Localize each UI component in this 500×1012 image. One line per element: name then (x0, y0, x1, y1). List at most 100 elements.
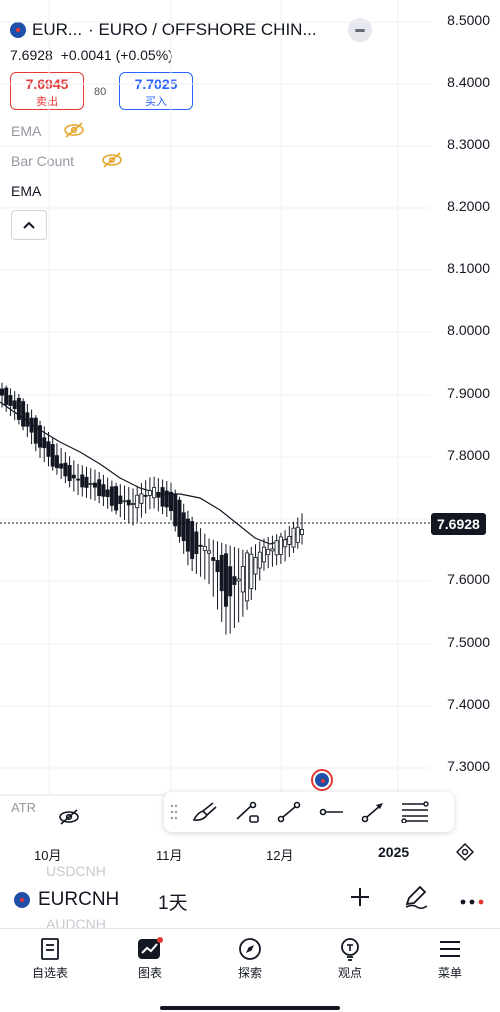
nav-label: 观点 (337, 966, 362, 980)
indicator-bar-count[interactable]: Bar Count (11, 153, 75, 169)
buy-button[interactable]: 7.7025 买入 (119, 72, 193, 110)
candle-body (97, 479, 102, 496)
candle-body (76, 478, 81, 481)
candle-body (105, 489, 110, 498)
candle-body (287, 536, 292, 545)
eye-off-icon[interactable] (101, 151, 123, 174)
candle-body (67, 465, 72, 482)
spread-value: 80 (94, 86, 107, 98)
atr-indicator-label[interactable]: ATR (11, 800, 37, 815)
candle-body (245, 552, 250, 602)
ray-tool-icon[interactable] (268, 792, 310, 832)
price-tick: 8.5000 (447, 12, 490, 28)
minus-icon (355, 28, 365, 32)
symbol-full-name: · EURO / OFFSHORE CHIN... (88, 20, 317, 39)
trend-line-tool-icon[interactable] (226, 792, 268, 832)
candle-body (299, 529, 304, 536)
nav-label: 图表 (137, 966, 162, 980)
candle-body (59, 463, 64, 469)
candle-body (223, 553, 228, 607)
indicator-ema-2[interactable]: EMA (11, 183, 42, 199)
symbol-short: EUR... (32, 20, 83, 39)
euro-flag-icon (315, 773, 329, 787)
menu-icon (440, 941, 460, 957)
price-tick: 8.3000 (447, 136, 490, 152)
eye-off-icon[interactable] (63, 121, 85, 144)
candle-body (147, 490, 152, 496)
candle-body (169, 491, 174, 512)
symbol-scroll-prev[interactable]: USDCNH (46, 863, 106, 879)
candle-body (177, 499, 182, 537)
interval-selector[interactable]: 1天 (158, 893, 188, 914)
pen-icon[interactable] (403, 884, 429, 915)
price-tick: 7.5000 (447, 634, 490, 650)
candle-body (194, 531, 199, 555)
more-icon[interactable] (460, 894, 484, 912)
candle-body (232, 576, 237, 585)
nav-menu[interactable]: 菜单 (400, 929, 500, 1012)
compass-icon (239, 938, 261, 960)
candle-body (270, 548, 275, 552)
nav-watchlist[interactable]: 自选表 (0, 929, 100, 1012)
candle-body (185, 518, 190, 552)
price-tick: 7.8000 (447, 447, 490, 463)
time-tick: 2025 (378, 844, 410, 860)
candle-body (164, 490, 169, 508)
nav-label: 自选表 (31, 966, 68, 980)
candle-body (181, 512, 186, 542)
sell-label: 卖出 (36, 96, 58, 108)
candle-body (92, 482, 97, 488)
candle-body (118, 495, 123, 504)
candle-body (135, 494, 140, 509)
collapse-indicators-button[interactable] (11, 210, 47, 240)
candle-body (261, 546, 266, 563)
candle-body (38, 425, 43, 448)
time-tick: 10月 (34, 848, 62, 863)
nav-chart[interactable]: 图表 (100, 929, 200, 1012)
time-tick: 11月 (156, 848, 183, 863)
candle-body (88, 483, 93, 485)
home-indicator (160, 1006, 340, 1010)
price-tick: 7.3000 (447, 758, 490, 774)
candle-body (29, 417, 34, 433)
nav-explore[interactable]: 探索 (200, 929, 300, 1012)
symbol-selector[interactable]: EURCNH (14, 889, 119, 911)
candle-body (101, 484, 106, 497)
candle-body (240, 565, 245, 593)
watchlist-icon (41, 938, 59, 960)
candle-body (0, 388, 4, 396)
candle-body (219, 554, 224, 592)
grid-lines (0, 0, 430, 795)
candle-body (71, 474, 76, 479)
drag-handle-icon[interactable] (164, 792, 184, 832)
candle-body (16, 397, 21, 420)
candle-body (173, 493, 178, 527)
arrow-tool-icon[interactable] (352, 792, 394, 832)
eye-off-icon[interactable] (58, 808, 80, 831)
event-marker[interactable] (311, 769, 333, 791)
indicator-ema-1[interactable]: EMA (11, 123, 42, 139)
candle-body (228, 566, 233, 597)
candle-body (291, 527, 296, 548)
last-price: 7.6928 (10, 47, 53, 63)
horizontal-ray-tool-icon[interactable] (310, 792, 352, 832)
candle-body (63, 462, 68, 477)
nav-label: 探索 (237, 966, 262, 980)
fib-tool-icon[interactable] (394, 792, 436, 832)
nav-ideas[interactable]: 观点 (300, 929, 400, 1012)
settings-diamond-icon[interactable] (455, 842, 475, 866)
brush-tool-icon[interactable] (184, 792, 226, 832)
price-tick: 8.2000 (447, 198, 490, 214)
add-icon[interactable] (349, 886, 371, 913)
candle-body (8, 395, 13, 406)
candle-body (139, 493, 144, 504)
candle-body (156, 491, 161, 498)
candle-body (50, 444, 55, 467)
candle-body (266, 548, 271, 556)
candle-body (249, 553, 254, 589)
quote-line: 7.6928 +0.0041 (+0.05%) (10, 47, 173, 63)
candle-body (25, 412, 30, 427)
symbol-header[interactable]: EUR... · EURO / OFFSHORE CHIN... (10, 20, 317, 40)
candle-body (46, 441, 51, 457)
